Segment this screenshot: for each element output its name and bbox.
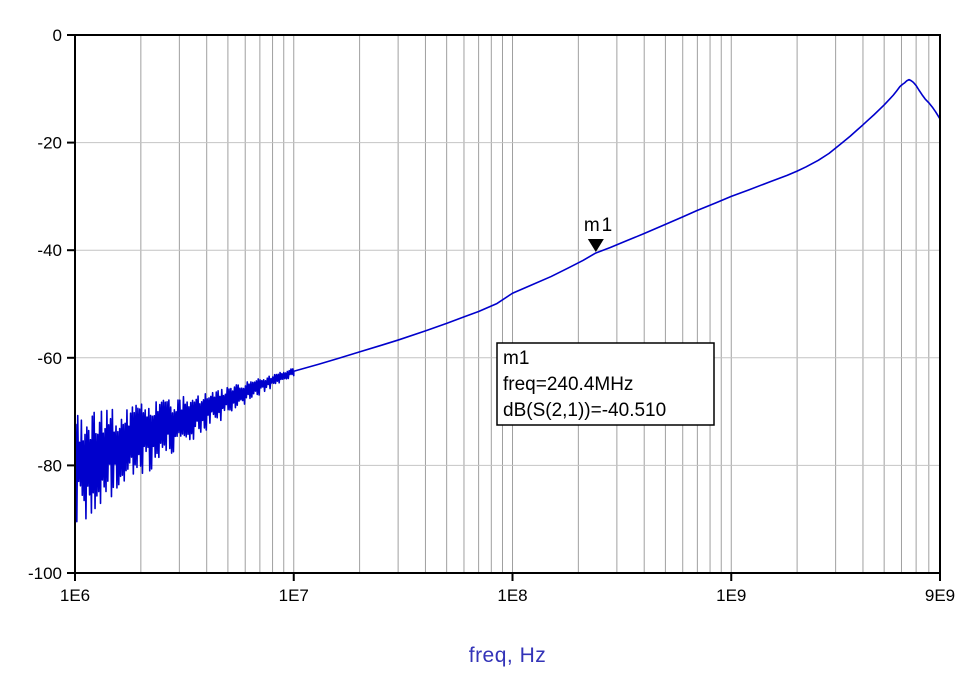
- x-tick-label: 9E9: [925, 586, 955, 605]
- x-tick-label: 1E8: [497, 586, 527, 605]
- plot-frame: [74, 34, 941, 574]
- grid-lines: [75, 35, 940, 573]
- axis-labels: 0 -20 -40 -60 -80 -100 1E6 1E7 1E8 1E9 9E9: [28, 26, 955, 605]
- y-tick-label: -40: [37, 241, 62, 260]
- x-tick-label: 1E7: [279, 586, 309, 605]
- marker-label: m1: [584, 215, 614, 236]
- y-tick-label: 0: [53, 26, 62, 45]
- marker-info-line: freq=240.4MHz: [503, 374, 633, 395]
- y-tick-label: -80: [37, 456, 62, 475]
- y-tick-label: -60: [37, 349, 62, 368]
- marker-info-box: m1 freq=240.4MHz dB(S(2,1))=-40.510: [496, 342, 715, 426]
- x-tick-label: 1E6: [60, 586, 90, 605]
- marker-info-frame: [496, 342, 715, 426]
- trace-db-s21: [74, 78, 941, 523]
- x-axis-title: freq, Hz: [468, 644, 547, 667]
- axis-ticks: [67, 34, 941, 581]
- x-tick-label: 1E9: [716, 586, 746, 605]
- y-tick-label: -20: [37, 134, 62, 153]
- marker-info-line: m1: [503, 348, 529, 369]
- marker-triangle-icon[interactable]: [587, 238, 604, 252]
- marker-m1[interactable]: m1: [584, 215, 614, 252]
- y-tick-label: -100: [28, 564, 62, 583]
- marker-info-line: dB(S(2,1))=-40.510: [503, 400, 666, 421]
